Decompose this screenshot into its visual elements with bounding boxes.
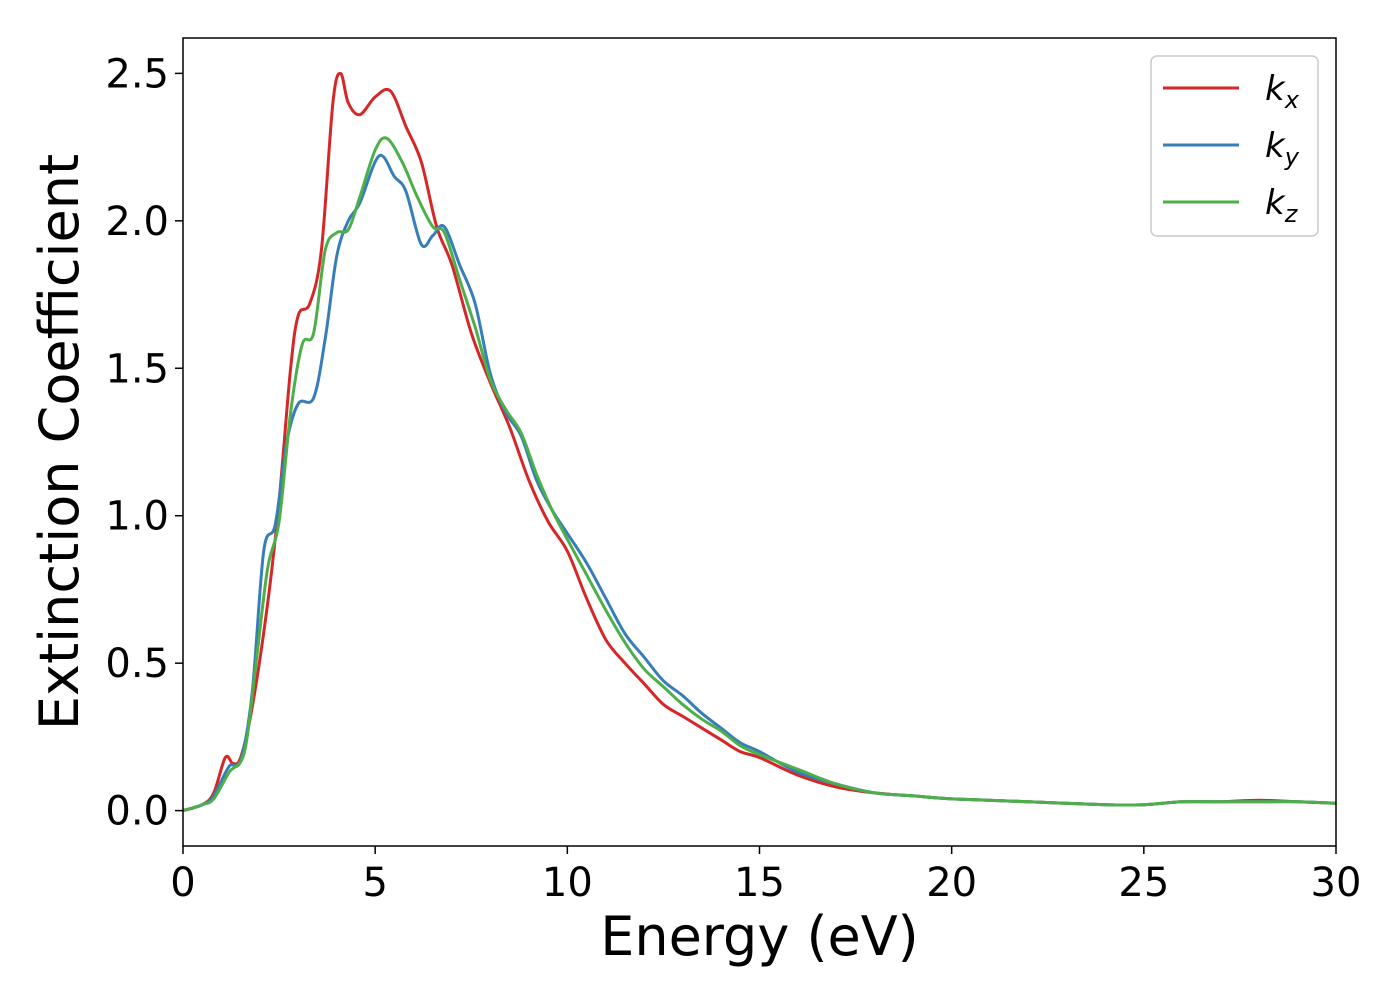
x-tick-label: 15	[734, 860, 785, 906]
x-tick-label: 5	[362, 860, 387, 906]
x-tick-label: 20	[926, 860, 977, 906]
x-tick-label: 25	[1118, 860, 1169, 906]
series-layer	[183, 71, 1336, 813]
legend-item: kz	[1163, 183, 1299, 228]
x-axis-title: Energy (eV)	[600, 905, 919, 968]
x-axis: 0 5 10 15 20 25 30	[170, 846, 1361, 906]
y-axis-title: Extinction Coefficient	[28, 154, 91, 730]
legend-item: kx	[1163, 69, 1300, 114]
x-tick-label: 0	[170, 860, 195, 906]
series-line-k-y	[183, 153, 1336, 813]
x-tick-label: 30	[1311, 860, 1362, 906]
y-tick-label: 0.0	[105, 789, 169, 835]
y-tick-label: 2.0	[105, 199, 169, 245]
series-line-k-z	[183, 136, 1336, 813]
x-tick-label: 10	[542, 860, 593, 906]
legend: kx ky kz	[1150, 55, 1319, 237]
y-tick-label: 2.5	[105, 51, 169, 97]
legend-item: ky	[1163, 126, 1300, 171]
legend-label: kx	[1265, 69, 1300, 114]
y-tick-label: 1.0	[105, 494, 169, 540]
y-tick-label: 0.5	[105, 641, 169, 687]
legend-label: kz	[1265, 183, 1299, 228]
legend-label: ky	[1265, 126, 1300, 171]
y-tick-label: 1.5	[105, 346, 169, 392]
y-axis: 0.0 0.5 1.0 1.5 2.0 2.5	[105, 51, 183, 835]
